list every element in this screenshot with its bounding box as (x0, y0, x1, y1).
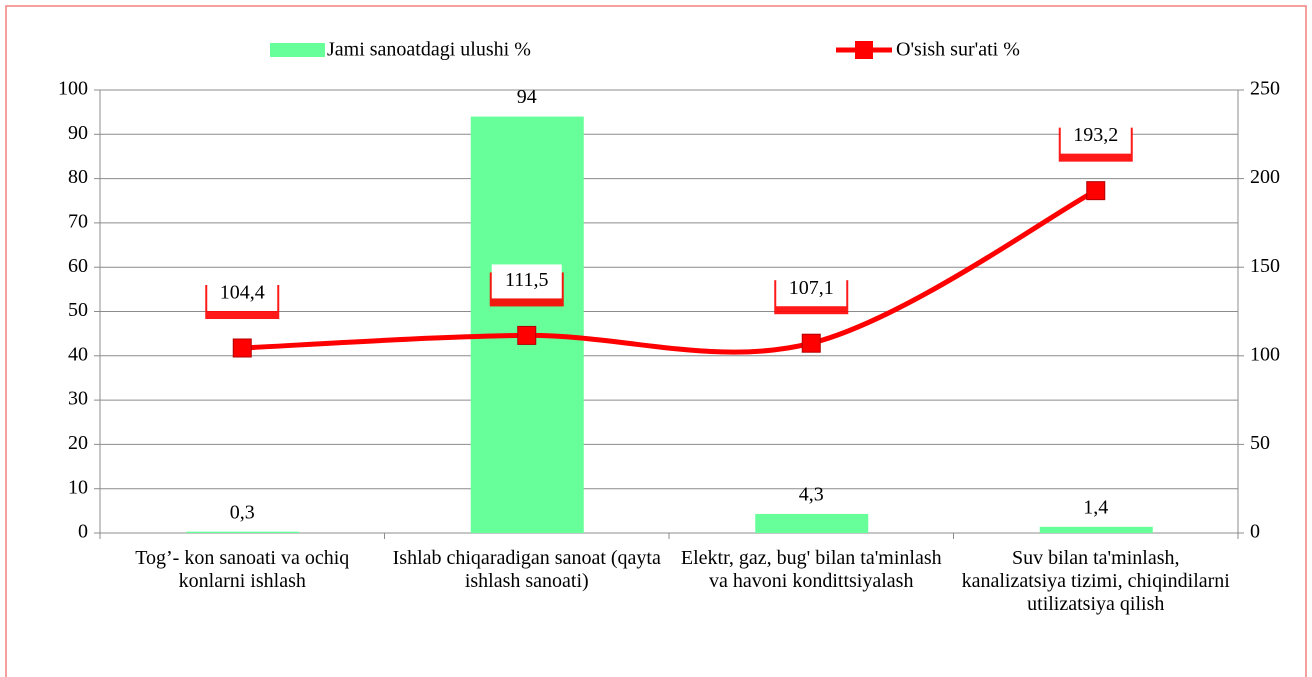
y-tick-label: 10 (68, 476, 88, 498)
x-label-box: Elektr, gaz, bug' bilan ta'minlash va ha… (680, 547, 942, 592)
bar-value-label: 1,4 (1083, 496, 1108, 518)
line-value-label: 111,5 (505, 269, 549, 291)
x-label-box: Suv bilan ta'minlash, kanalizatsiya tizi… (961, 547, 1230, 615)
y2-tick-label: 100 (1250, 343, 1280, 365)
bar (470, 116, 584, 533)
line-marker (517, 325, 537, 345)
y-tick-label: 40 (68, 343, 88, 365)
y2-tick-label: 50 (1250, 432, 1270, 454)
legend-swatch (270, 43, 325, 57)
bar (1039, 526, 1153, 533)
x-tick-label: Ishlab chiqaradigan sanoat (qayta ishlas… (392, 547, 661, 592)
legend-label: O'sish sur'ati % (896, 39, 1020, 61)
bar-value-label: 94 (517, 86, 537, 108)
y-tick-label: 80 (68, 166, 88, 188)
y-tick-label: 20 (68, 432, 88, 454)
label-box (1060, 119, 1131, 154)
y2-tick-label: 250 (1250, 78, 1280, 100)
label-box (491, 264, 562, 299)
y2-tick-label: 200 (1250, 166, 1280, 188)
x-label-box: Tog’- kon sanoati va ochiq konlarni ishl… (135, 547, 350, 592)
chart-border (5, 5, 1307, 677)
y-tick-label: 50 (68, 299, 88, 321)
x-tick-label: Tog’- kon sanoati va ochiq konlarni ishl… (135, 547, 350, 592)
line-marker (1086, 181, 1106, 201)
x-label-box: Ishlab chiqaradigan sanoat (qayta ishlas… (392, 547, 661, 592)
y-tick-label: 70 (68, 210, 88, 232)
bar-value-label: 0,3 (230, 501, 255, 523)
label-box (776, 272, 847, 307)
bar (186, 531, 300, 533)
line-value-label: 193,2 (1073, 124, 1118, 146)
line-value-label: 104,4 (220, 282, 265, 304)
line-marker (801, 333, 821, 353)
bar (755, 513, 869, 533)
legend-label: Jami sanoatdagi ulushi % (327, 39, 531, 61)
line-marker (232, 338, 252, 358)
y-tick-label: 90 (68, 122, 88, 144)
y-tick-label: 100 (58, 78, 88, 100)
line (242, 188, 1097, 355)
y-tick-label: 60 (68, 255, 88, 277)
x-tick-label: Suv bilan ta'minlash, kanalizatsiya tizi… (961, 547, 1230, 615)
y-tick-label: 30 (68, 388, 88, 410)
legend-marker (855, 41, 873, 59)
y2-tick-label: 150 (1250, 255, 1280, 277)
line-value-label: 107,1 (789, 277, 834, 299)
y-tick-label: 0 (78, 521, 88, 543)
label-box (207, 277, 278, 312)
x-tick-label: Elektr, gaz, bug' bilan ta'minlash va ha… (680, 547, 942, 592)
bar-value-label: 4,3 (799, 484, 824, 506)
y2-tick-label: 0 (1250, 521, 1260, 543)
